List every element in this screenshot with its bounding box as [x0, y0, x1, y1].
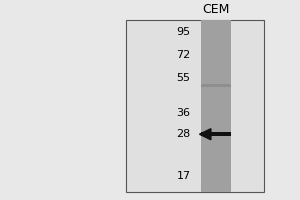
Text: 72: 72: [176, 50, 190, 60]
Text: 95: 95: [176, 27, 190, 37]
Text: CEM: CEM: [202, 3, 230, 16]
Bar: [126, 20, 264, 192]
Text: 17: 17: [176, 171, 190, 181]
Bar: [201, 132, 231, 136]
Text: 55: 55: [176, 73, 190, 83]
Bar: [201, 20, 231, 192]
Text: 28: 28: [176, 129, 190, 139]
Bar: [201, 84, 231, 87]
Text: 36: 36: [176, 108, 190, 118]
Polygon shape: [200, 129, 211, 140]
